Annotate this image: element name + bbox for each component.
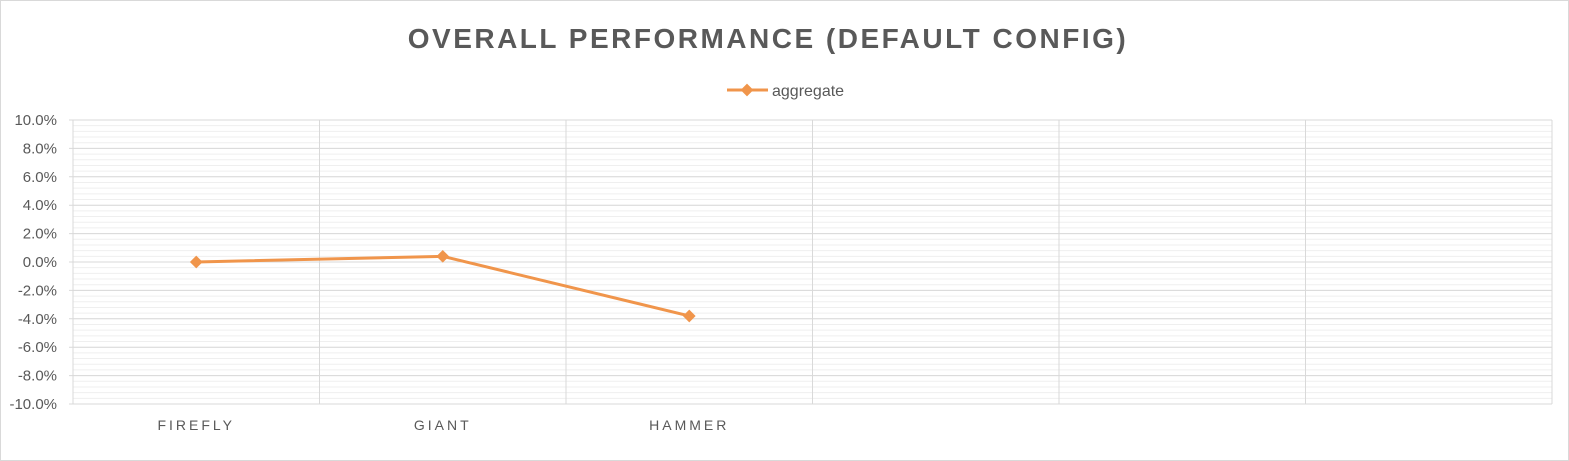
x-tick-label: FIREFLY [157,417,235,433]
y-tick-label: -4.0% [18,311,57,328]
chart-title: OVERALL PERFORMANCE (DEFAULT CONFIG) [408,23,1129,54]
series-aggregate [189,249,696,323]
y-tick-label: 6.0% [23,169,57,186]
y-tick-label: -10.0% [9,396,57,413]
legend-label-aggregate: aggregate [772,83,844,100]
y-tick-label: -8.0% [18,368,57,385]
gridlines [69,119,1553,405]
data-point-marker [189,255,203,269]
y-tick-label: -2.0% [18,282,57,299]
y-axis: 10.0% 8.0% 6.0% 4.0% 2.0% 0.0% -2.0% -4.0% -6.0%… [9,112,57,413]
data-point-marker [436,249,450,263]
data-point-marker [682,309,696,323]
y-tick-label: 4.0% [23,197,57,214]
legend: aggregate [727,83,844,100]
x-tick-label: GIANT [414,417,472,433]
y-tick-label: 0.0% [23,254,57,271]
y-tick-label: -6.0% [18,339,57,356]
legend-diamond-marker [740,83,754,97]
y-tick-label: 2.0% [23,226,57,243]
x-tick-label: HAMMER [649,417,729,433]
y-tick-label: 8.0% [23,140,57,157]
x-axis: FIREFLY GIANT HAMMER [157,417,729,433]
y-tick-label: 10.0% [14,112,57,129]
